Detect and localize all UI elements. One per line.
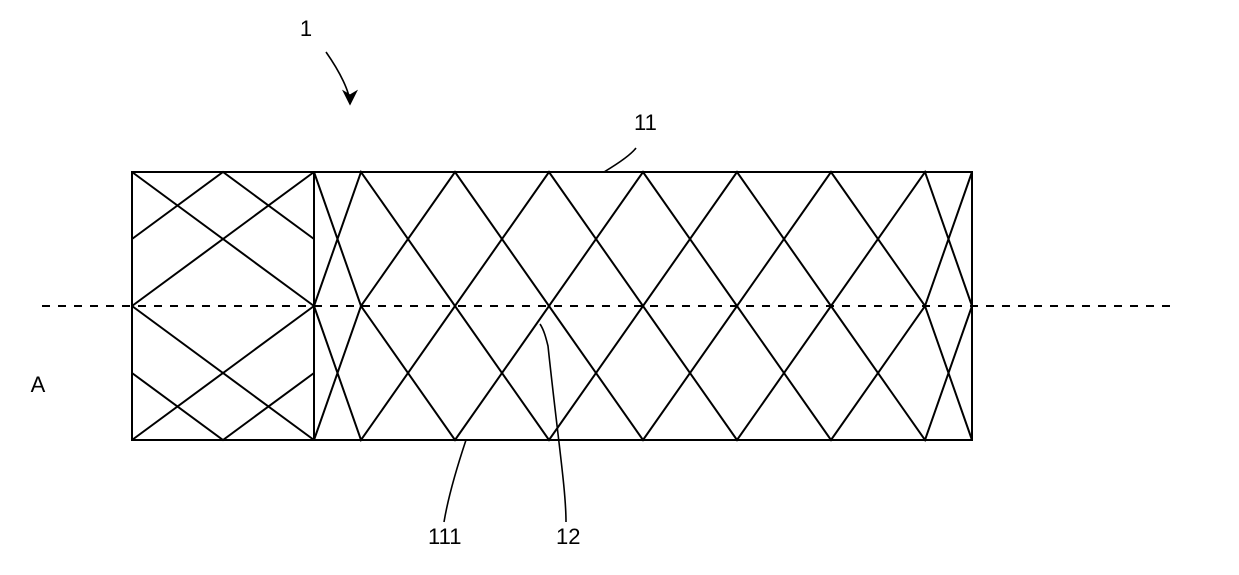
ref-label-top_edge: 11 [634,110,657,135]
ref-label-bottom_zig: 111 [428,524,461,549]
reference-labels: 11111112A [31,16,657,549]
ref-label-mid_ref: 12 [556,524,580,549]
leader-lines [326,52,636,522]
patent-figure: 11111112A [0,0,1239,575]
ref-label-axis: A [31,372,46,397]
ref-label-fig_ref: 1 [300,16,312,41]
